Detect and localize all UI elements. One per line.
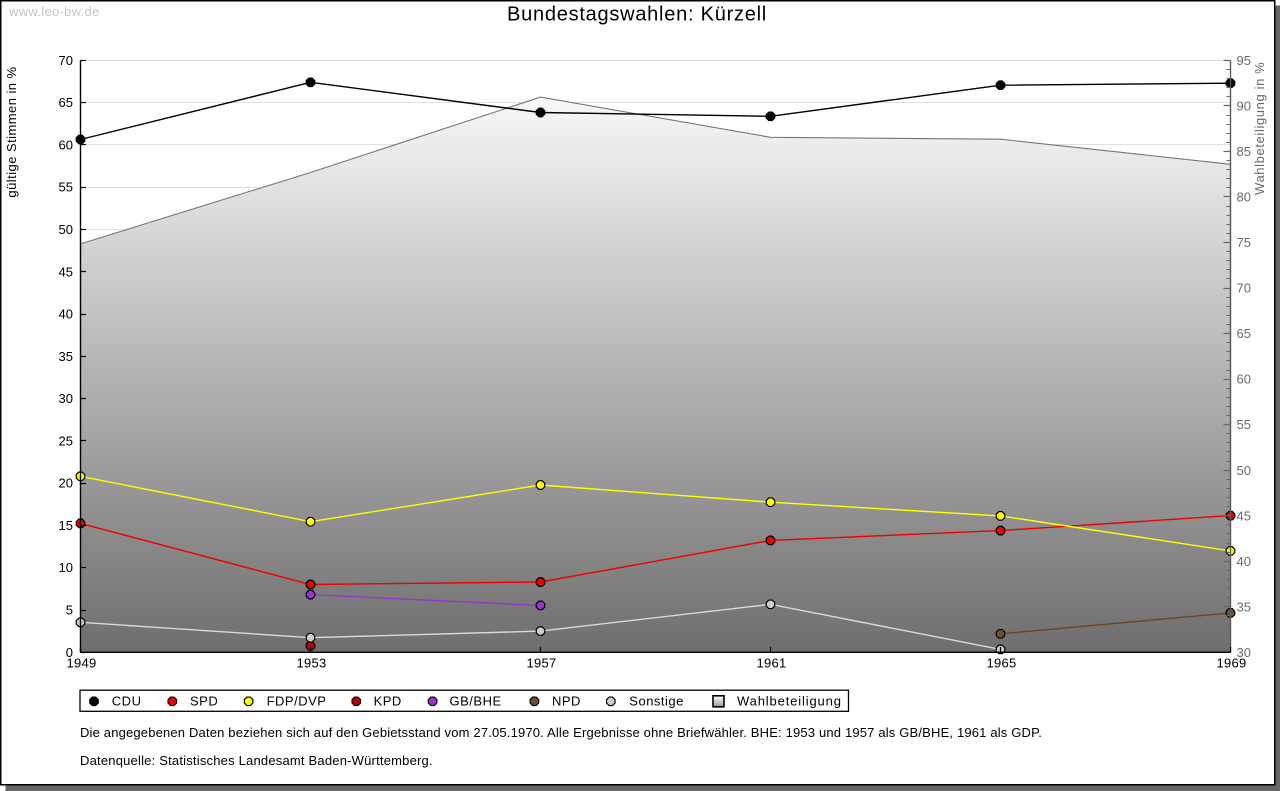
- svg-text:Bundestagswahlen: Kürzell: Bundestagswahlen: Kürzell: [507, 4, 767, 26]
- svg-text:Die angegebenen Daten beziehen: Die angegebenen Daten beziehen sich auf …: [80, 725, 1042, 740]
- svg-text:35: 35: [59, 349, 73, 364]
- svg-text:1953: 1953: [297, 656, 327, 671]
- svg-text:Datenquelle: Statistisches Lan: Datenquelle: Statistisches Landesamt Bad…: [80, 753, 433, 768]
- svg-text:1961: 1961: [757, 656, 787, 671]
- svg-text:5: 5: [66, 603, 73, 618]
- svg-text:0: 0: [66, 645, 73, 660]
- svg-text:1969: 1969: [1217, 656, 1247, 671]
- svg-text:Wahlbeteiligung: Wahlbeteiligung: [737, 694, 842, 709]
- svg-text:KPD: KPD: [374, 694, 402, 709]
- svg-text:40: 40: [59, 307, 73, 322]
- svg-text:FDP/DVP: FDP/DVP: [267, 694, 327, 709]
- svg-text:55: 55: [59, 180, 73, 195]
- svg-text:65: 65: [1237, 326, 1251, 341]
- svg-text:www.leo-bw.de: www.leo-bw.de: [8, 4, 100, 19]
- svg-text:20: 20: [59, 476, 73, 491]
- svg-text:1957: 1957: [527, 656, 557, 671]
- svg-text:1949: 1949: [67, 656, 97, 671]
- svg-text:30: 30: [1237, 645, 1251, 660]
- svg-text:SPD: SPD: [190, 694, 218, 709]
- svg-text:85: 85: [1237, 144, 1251, 159]
- svg-text:gültige Stimmen in %: gültige Stimmen in %: [4, 66, 19, 197]
- svg-text:80: 80: [1237, 190, 1251, 205]
- svg-text:40: 40: [1237, 554, 1251, 569]
- svg-text:35: 35: [1237, 599, 1251, 614]
- svg-text:65: 65: [59, 95, 73, 110]
- svg-text:Sonstige: Sonstige: [629, 694, 684, 709]
- svg-text:15: 15: [59, 518, 73, 533]
- svg-text:45: 45: [1237, 508, 1251, 523]
- svg-text:60: 60: [1237, 372, 1251, 387]
- svg-text:50: 50: [59, 222, 73, 237]
- svg-text:70: 70: [1237, 281, 1251, 296]
- svg-text:50: 50: [1237, 463, 1251, 478]
- svg-text:CDU: CDU: [112, 694, 142, 709]
- svg-text:Wahlbeteiligung in %: Wahlbeteiligung in %: [1252, 62, 1267, 195]
- svg-text:70: 70: [59, 53, 73, 68]
- svg-text:10: 10: [59, 560, 73, 575]
- svg-text:NPD: NPD: [552, 694, 581, 709]
- svg-text:95: 95: [1237, 53, 1251, 68]
- svg-text:55: 55: [1237, 417, 1251, 432]
- svg-text:60: 60: [59, 138, 73, 153]
- svg-text:75: 75: [1237, 235, 1251, 250]
- svg-text:90: 90: [1237, 99, 1251, 114]
- svg-text:25: 25: [59, 433, 73, 448]
- svg-text:1965: 1965: [987, 656, 1017, 671]
- svg-text:GB/BHE: GB/BHE: [450, 694, 502, 709]
- svg-text:30: 30: [59, 391, 73, 406]
- svg-text:45: 45: [59, 264, 73, 279]
